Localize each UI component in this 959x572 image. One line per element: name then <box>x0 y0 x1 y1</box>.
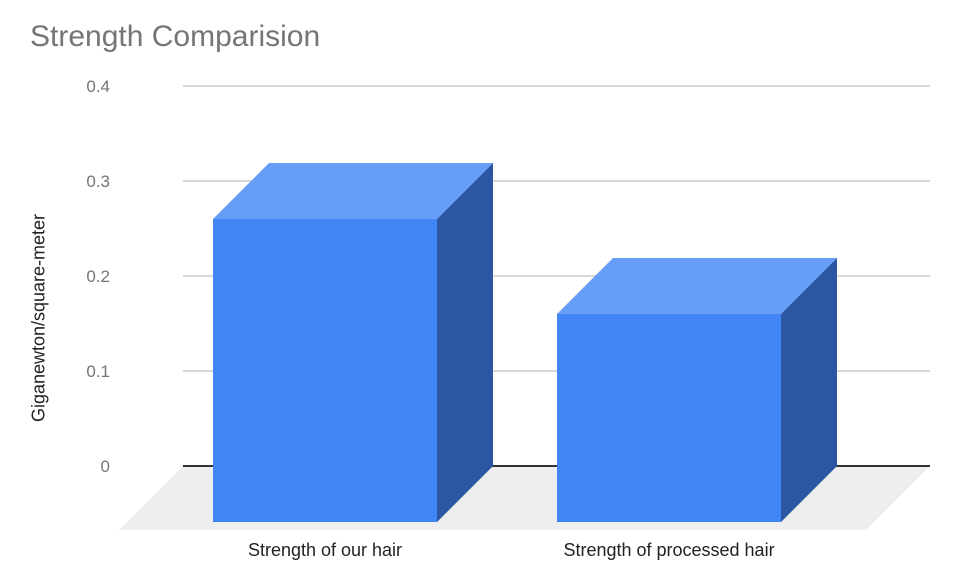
category-label-1: Strength of processed hair <box>563 540 774 560</box>
chart-title: Strength Comparision <box>30 20 321 53</box>
bar-side-0 <box>437 163 493 522</box>
bar-front-1 <box>557 314 781 522</box>
bar-0 <box>213 163 493 522</box>
y-tick-label-2: 0.2 <box>86 267 110 286</box>
bar-1 <box>557 258 837 522</box>
y-tick-label-0: 0 <box>101 457 110 476</box>
bar-top-1 <box>557 258 837 314</box>
category-labels: Strength of our hair Strength of processe… <box>248 540 775 560</box>
category-label-0: Strength of our hair <box>248 540 402 560</box>
bar-top-0 <box>213 163 493 219</box>
y-tick-label-4: 0.4 <box>86 77 110 96</box>
bar-front-0 <box>213 219 437 522</box>
bar-side-1 <box>781 258 837 522</box>
y-tick-label-3: 0.3 <box>86 172 110 191</box>
y-tick-labels: 0 0.1 0.2 0.3 0.4 <box>86 77 110 476</box>
y-tick-label-1: 0.1 <box>86 362 110 381</box>
bars <box>213 163 837 522</box>
